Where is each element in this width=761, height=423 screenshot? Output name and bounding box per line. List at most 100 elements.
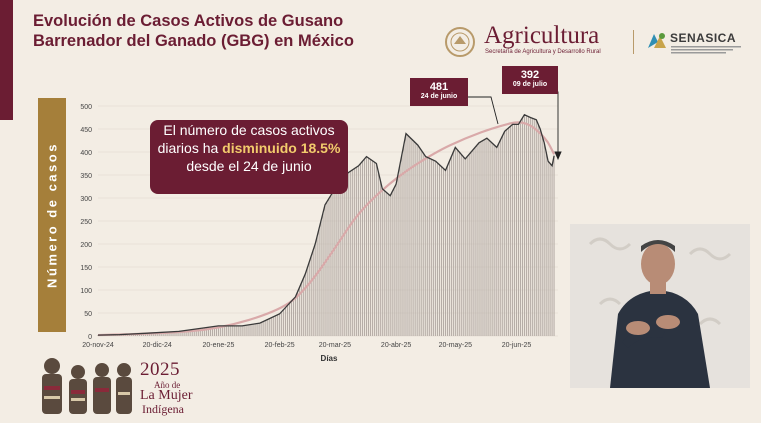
daily-bar: [377, 171, 379, 336]
daily-bar: [273, 316, 275, 336]
daily-bar: [213, 326, 216, 336]
senasica-logo-name: SENASICA: [670, 31, 737, 45]
daily-bar: [330, 195, 332, 336]
daily-bar: [182, 330, 184, 336]
daily-bar: [208, 327, 210, 336]
daily-bar: [277, 314, 279, 336]
daily-bar: [474, 147, 476, 336]
daily-bar: [500, 139, 502, 336]
daily-bar: [413, 141, 415, 336]
y-tick-label: 150: [80, 265, 92, 272]
daily-bar: [261, 322, 263, 336]
daily-bar: [308, 261, 310, 336]
daily-bar: [421, 150, 423, 336]
daily-bar: [385, 192, 387, 336]
sign-language-interpreter-video: [570, 224, 750, 388]
daily-bar: [494, 145, 496, 336]
daily-bar: [446, 165, 448, 336]
annotation-peak: 481 24 de junio: [410, 78, 468, 106]
daily-bar: [336, 186, 338, 336]
annotation-peak-date: 24 de junio: [420, 93, 458, 100]
daily-bar: [243, 325, 245, 336]
daily-bar: [300, 283, 302, 336]
national-seal-icon: [445, 27, 475, 57]
left-accent-stripe: [0, 0, 13, 120]
year-subtitle-1: Año de: [154, 380, 181, 390]
daily-bar: [198, 328, 200, 336]
annotation-latest: 392 09 de julio: [502, 66, 558, 94]
daily-bar: [247, 324, 249, 336]
x-tick-label: 20-mar-25: [319, 342, 351, 349]
daily-bar: [551, 165, 553, 336]
daily-bar: [259, 323, 261, 336]
daily-bar: [354, 168, 356, 336]
daily-bar: [225, 325, 227, 336]
daily-bar: [200, 328, 202, 336]
daily-bar: [298, 287, 300, 336]
daily-bar: [425, 156, 427, 336]
daily-bar: [401, 153, 403, 336]
daily-bar: [482, 140, 484, 336]
daily-bar: [328, 198, 330, 336]
x-tick-label: 20-jun-25: [502, 342, 532, 349]
year-title: 2025: [140, 359, 180, 380]
daily-bar: [344, 175, 346, 336]
daily-bar: [304, 273, 306, 336]
daily-bar: [356, 167, 358, 336]
daily-bar: [531, 118, 533, 337]
daily-bar: [241, 325, 243, 336]
daily-bar: [265, 320, 267, 336]
x-tick-label: 20-dic-24: [143, 342, 172, 349]
daily-bar: [381, 188, 383, 336]
daily-bar: [389, 195, 391, 336]
daily-bar: [334, 188, 336, 336]
annotation-peak-value: 481: [429, 81, 449, 93]
y-tick-label: 250: [80, 219, 92, 226]
daily-bar: [393, 188, 395, 336]
callout-highlight: disminuido 18.5%: [222, 140, 341, 156]
daily-bar: [466, 156, 468, 336]
daily-bar: [492, 143, 494, 336]
daily-bar: [332, 192, 334, 336]
daily-bar: [279, 313, 281, 336]
y-tick-label: 500: [80, 104, 92, 111]
y-tick-label: 50: [84, 311, 92, 318]
daily-bar: [553, 155, 555, 336]
daily-bar: [188, 330, 190, 336]
x-tick-label: 20-nov-24: [82, 342, 114, 349]
daily-bar: [543, 142, 545, 336]
daily-bar: [456, 149, 458, 336]
daily-bar: [342, 177, 344, 336]
trend-line: [97, 121, 556, 337]
daily-bar: [442, 168, 445, 336]
daily-bar: [160, 332, 162, 336]
x-tick-label: 20-abr-25: [381, 342, 411, 349]
y-axis-label-box: Número de casos: [38, 98, 66, 332]
daily-bar: [458, 152, 460, 336]
y-tick-label: 400: [80, 150, 92, 157]
daily-bar: [314, 244, 316, 336]
daily-bar: [448, 161, 450, 336]
daily-bar: [206, 327, 208, 336]
daily-bar: [219, 325, 221, 336]
daily-bar: [527, 116, 529, 336]
daily-bar: [437, 163, 439, 336]
daily-bar: [541, 135, 543, 336]
x-tick-label: 20-may-25: [439, 342, 473, 349]
daily-bar: [162, 332, 164, 336]
daily-bar: [470, 152, 472, 336]
daily-bar: [237, 325, 239, 336]
daily-bar: [166, 332, 168, 336]
daily-bar: [490, 141, 492, 336]
daily-bar: [363, 158, 366, 336]
page-title: Evolución de Casos Activos de Gusano Bar…: [33, 11, 433, 51]
daily-bar: [395, 184, 397, 336]
daily-bar: [365, 156, 368, 336]
callout-text-2: desde el 24 de junio: [186, 158, 312, 174]
daily-bar: [215, 326, 217, 336]
daily-bar: [338, 183, 340, 336]
daily-bar: [290, 301, 293, 336]
daily-bar: [427, 157, 429, 336]
daily-bar: [523, 114, 525, 337]
